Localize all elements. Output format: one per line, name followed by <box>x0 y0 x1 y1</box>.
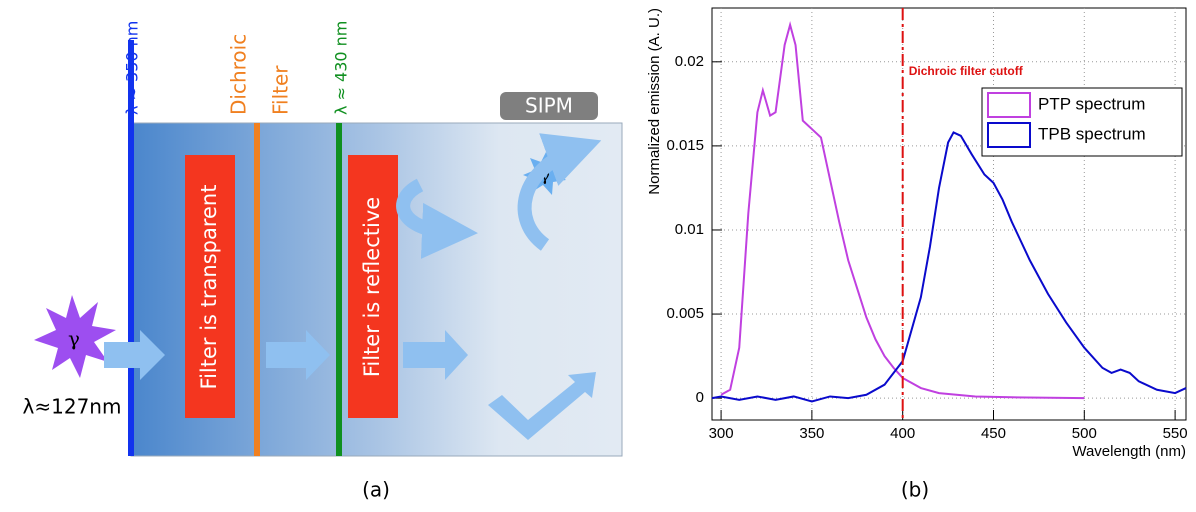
dichroic-label: Dichroic <box>227 34 251 115</box>
annotation: Dichroic filter cutoff <box>909 64 1024 78</box>
label-350: λ ≈ 350 nm <box>123 21 142 115</box>
x-tick-label: 400 <box>890 425 915 442</box>
sipm-box <box>500 92 598 120</box>
caption: (b) <box>901 478 929 502</box>
legend-label: TPB spectrum <box>1038 124 1146 143</box>
red-box <box>348 155 398 418</box>
y-tick-label: 0.005 <box>666 305 704 322</box>
sipm-label: SIPM <box>525 94 573 118</box>
transparent-label: Filter is transparent <box>197 185 221 390</box>
reflect-arrow <box>396 178 478 259</box>
wavelength-label: λ≈127nm <box>23 395 122 419</box>
y-tick-label: 0.01 <box>675 221 704 238</box>
legend-label: PTP spectrum <box>1038 94 1145 113</box>
x-tick-label: 350 <box>799 425 824 442</box>
plot-area <box>711 7 1187 421</box>
y-tick-label: 0.015 <box>666 137 704 154</box>
x-axis-label: Wavelength (nm) <box>1072 443 1186 460</box>
series-line <box>711 131 1187 403</box>
x-tick-label: 550 <box>1163 425 1188 442</box>
dichroic-label: Filter <box>269 65 293 115</box>
y-axis-label: Normalized emission (A. U.) <box>646 8 663 195</box>
x-tick-label: 500 <box>1072 425 1097 442</box>
reflect-arrow <box>517 133 602 251</box>
y-tick-label: 0.02 <box>675 53 704 70</box>
series-line <box>720 20 1085 400</box>
red-box <box>185 155 235 418</box>
arrows <box>104 330 596 440</box>
caption: (a) <box>362 478 390 502</box>
photon-star <box>34 295 116 378</box>
label-430: λ ≈ 430 nm <box>332 21 351 115</box>
x-tick-label: 300 <box>709 425 734 442</box>
x-tick-label: 450 <box>981 425 1006 442</box>
legend-swatch <box>987 92 1031 118</box>
y-tick-label: 0 <box>696 389 704 406</box>
legend-swatch <box>987 122 1031 148</box>
photon-label: γ <box>68 327 80 351</box>
reflective-label: Filter is reflective <box>360 197 384 377</box>
